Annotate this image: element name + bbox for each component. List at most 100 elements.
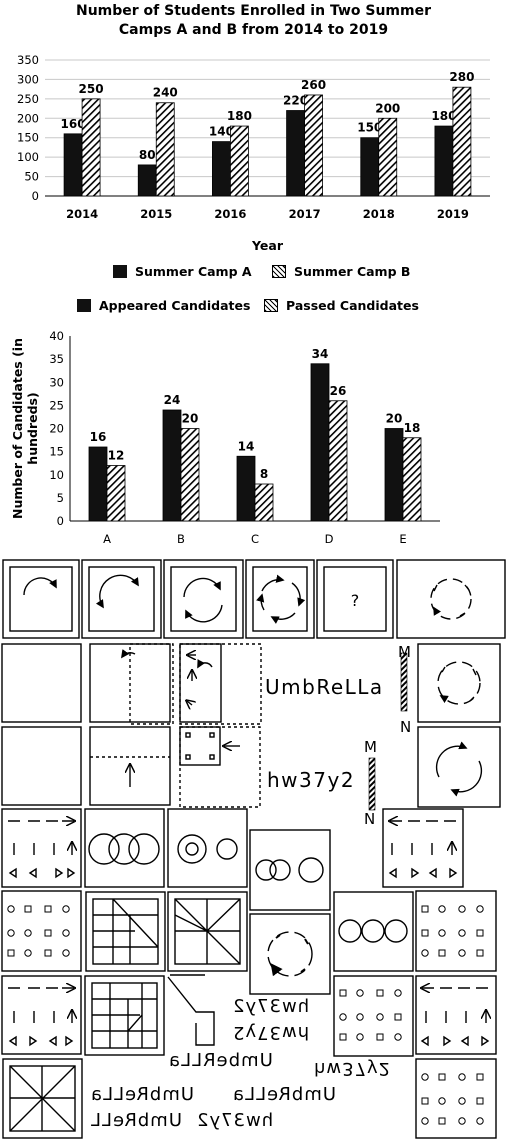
paper-fold-step-1 [89, 643, 174, 725]
mirror-option-3: UmbeRLLa [168, 1050, 273, 1071]
mirror2-label-m: M [364, 738, 377, 756]
mirror2-label-n: N [364, 810, 376, 828]
mirror-word-hw37y2: hw37y2 [267, 768, 356, 792]
arrow-grid-figure-3 [1, 975, 81, 1055]
question-mark: ? [351, 591, 360, 610]
legend-swatch-hatch [264, 299, 278, 312]
y-tick-label: 35 [49, 352, 64, 366]
paper-fold-step-3 [89, 726, 171, 806]
y-tick-label: 30 [49, 375, 64, 389]
mirror-label-m: M [398, 643, 411, 661]
data-label: 180 [227, 109, 252, 123]
circles-figure-4 [333, 891, 414, 972]
data-label: 20 [182, 412, 199, 426]
fold-shape-figure [167, 974, 215, 1046]
chart1-title-line1: Number of Students Enrolled in Two Summe… [75, 3, 432, 19]
data-label: 220 [283, 94, 308, 108]
bar-series-2 [180, 428, 200, 522]
data-label: 250 [79, 82, 104, 96]
chart2-legend-a: Appeared Candidates [77, 298, 250, 313]
data-label: 140 [209, 125, 234, 139]
puzzle-figures: ? [1, 559, 506, 1139]
y-tick-label: 350 [17, 53, 39, 67]
data-label: 260 [301, 78, 326, 92]
series-figure-2 [81, 559, 162, 639]
data-label: 16 [90, 430, 107, 444]
x-tick-label: 2018 [363, 207, 395, 221]
bar-series-2 [452, 86, 472, 197]
bar-series-2 [230, 125, 249, 197]
line-pattern-figure-3 [84, 975, 165, 1056]
mirror-option-2: hw37y2 [232, 1022, 310, 1043]
series-figure-1 [2, 559, 80, 639]
bar-series-1 [286, 110, 305, 197]
data-label: 180 [431, 109, 456, 123]
data-label: 150 [357, 121, 382, 135]
chart1-title: Number of Students Enrolled in Two Summe… [0, 2, 507, 40]
chart1-legend-b: Summer Camp B [272, 264, 410, 279]
x-tick-label: 2014 [66, 207, 98, 221]
data-label: 240 [153, 86, 178, 100]
x-tick-label: 2017 [289, 207, 321, 221]
mirror-option-6: UmbReLLa [90, 1084, 194, 1105]
legend-label: Summer Camp A [135, 264, 252, 279]
bar-series-1 [310, 363, 330, 522]
chart1-legend-a: Summer Camp A [113, 264, 252, 279]
circles-figure-2 [167, 808, 248, 888]
bar-series-1 [212, 141, 231, 197]
series-figure-4 [245, 559, 315, 639]
legend-swatch-solid [77, 299, 91, 312]
mirror-2 [368, 757, 376, 811]
bar-series-2 [106, 465, 126, 522]
y-tick-label: 200 [17, 111, 39, 125]
bar-series-1 [384, 428, 404, 522]
data-label: 24 [164, 393, 181, 407]
circles-figure-3 [249, 829, 331, 911]
mirror-option-5: UmbReLLa [232, 1084, 336, 1105]
legend-label: Summer Camp B [294, 264, 411, 279]
series-answer-figure [396, 559, 506, 639]
paper-fold-blank-2 [1, 726, 82, 806]
bar-series-1 [162, 409, 182, 522]
legend-swatch-hatch [272, 265, 286, 278]
x-tick-label: D [325, 532, 334, 546]
data-label: 80 [139, 148, 156, 162]
circles-figure-1 [84, 808, 165, 888]
y-tick-label: 100 [17, 150, 39, 164]
x-tick-label: 2015 [140, 207, 172, 221]
mirror-word-umbrella: UmbReLLa [265, 675, 384, 699]
rotation-figure-2 [249, 913, 331, 995]
bar-series-2 [254, 483, 274, 522]
y-tick-label: 20 [49, 422, 64, 436]
bar-series-2 [155, 102, 175, 197]
y-tick-label: 40 [49, 329, 64, 343]
bar-series-2 [402, 437, 422, 522]
data-label: 14 [238, 439, 255, 453]
y-tick-label: 250 [17, 92, 39, 106]
mirror-option-4: hw37y2 [314, 1058, 392, 1079]
y-tick-label: 300 [17, 72, 39, 86]
legend-swatch-solid [113, 265, 127, 278]
y-tick-label: 0 [32, 189, 39, 203]
series-figure-question [316, 559, 394, 639]
mirror-label-n: N [400, 718, 412, 736]
line-pattern-figure-1 [85, 891, 166, 972]
arrow-grid-figure-2 [383, 808, 464, 888]
dot-grid-figure-3 [333, 975, 414, 1057]
x-tick-label: E [399, 532, 406, 546]
x-tick-label: C [251, 532, 259, 546]
data-label: 8 [260, 467, 268, 481]
y-tick-label: 10 [49, 468, 64, 482]
bar-series-1 [88, 446, 108, 522]
x-tick-label: B [177, 532, 185, 546]
star-square-figure [2, 1058, 83, 1139]
dot-grid-figure-4 [415, 1058, 497, 1139]
paper-fold-step-4 [179, 726, 261, 808]
mirror-option-1: hw37y2 [232, 996, 310, 1017]
bar-series-1 [360, 137, 380, 197]
arrow-grid-figure-4 [416, 975, 497, 1055]
x-tick-label: 2016 [214, 207, 246, 221]
rotation-option-figure [417, 726, 501, 808]
y-tick-label: 0 [57, 514, 64, 528]
legend-label: Appeared Candidates [99, 298, 251, 313]
